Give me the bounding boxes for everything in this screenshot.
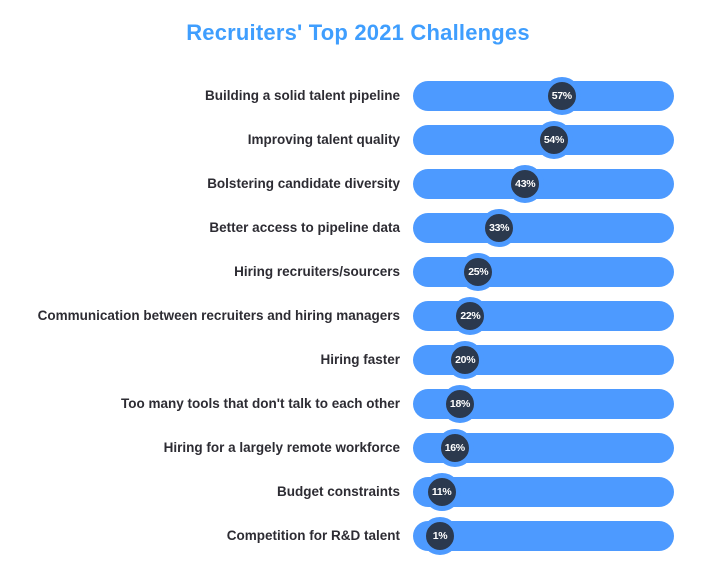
category-label: Bolstering candidate diversity [207,175,400,191]
percentage-marker: 11% [422,473,461,511]
category-label: Hiring recruiters/sourcers [234,263,400,279]
percentage-marker: 18% [440,385,479,423]
percentage-value: 33% [489,222,510,234]
chart-row: Hiring for a largely remote workforce 16… [0,429,716,467]
chart-row: Hiring faster 20% [0,341,716,379]
bar-track: 22% [413,297,674,335]
percentage-marker: 20% [446,341,485,379]
bar-track: 20% [413,341,674,379]
category-label: Communication between recruiters and hir… [37,307,400,323]
percentage-value: 25% [468,266,489,278]
chart-row: Improving talent quality 54% [0,121,716,159]
chart-title: Recruiters' Top 2021 Challenges [186,20,530,45]
chart-row: Hiring recruiters/sourcers 25% [0,253,716,291]
percentage-value: 18% [449,398,471,410]
percentage-marker: 16% [435,429,474,467]
percentage-value: 22% [460,310,481,322]
bar-track: 33% [413,209,674,247]
percentage-marker: 54% [534,121,573,159]
chart-row: Building a solid talent pipeline 57% [0,77,716,115]
percentage-value: 11% [431,486,452,498]
bar-track: 43% [413,165,674,203]
category-label: Improving talent quality [247,131,400,147]
percentage-marker: 25% [459,253,498,291]
category-label: Building a solid talent pipeline [204,87,400,103]
bar-track: 1% [413,517,674,555]
chart-row: Competition for R&D talent 1% [0,517,716,555]
percentage-marker: 22% [451,297,490,335]
percentage-value: 54% [543,134,564,146]
bar-track: 54% [413,121,674,159]
bar-track: 57% [413,77,674,115]
category-label: Budget constraints [276,483,400,499]
category-label: Hiring faster [320,351,400,367]
percentage-value: 1% [432,530,448,542]
percentage-marker: 43% [506,165,545,203]
category-label: Hiring for a largely remote workforce [163,439,400,455]
bar-track: 25% [413,253,674,291]
chart-row: Budget constraints 11% [0,473,716,511]
percentage-value: 57% [551,90,572,102]
chart-row: Better access to pipeline data 33% [0,209,716,247]
category-label: Better access to pipeline data [209,219,400,235]
percentage-value: 43% [515,178,536,190]
percentage-marker: 57% [542,77,581,115]
category-label: Too many tools that don't talk to each o… [121,395,400,411]
bar-track: 16% [413,429,674,467]
chart-row: Communication between recruiters and hir… [0,297,716,335]
percentage-value: 20% [455,354,476,366]
category-label: Competition for R&D talent [226,527,400,543]
bar-track: 11% [413,473,674,511]
chart-row: Bolstering candidate diversity 43% [0,165,716,203]
percentage-value: 16% [444,442,465,454]
chart-row: Too many tools that don't talk to each o… [0,385,716,423]
percentage-marker: 1% [421,517,459,555]
percentage-marker: 33% [480,209,519,247]
bar-track: 18% [413,385,674,423]
bar-chart: Building a solid talent pipeline 57% Imp… [0,77,716,555]
